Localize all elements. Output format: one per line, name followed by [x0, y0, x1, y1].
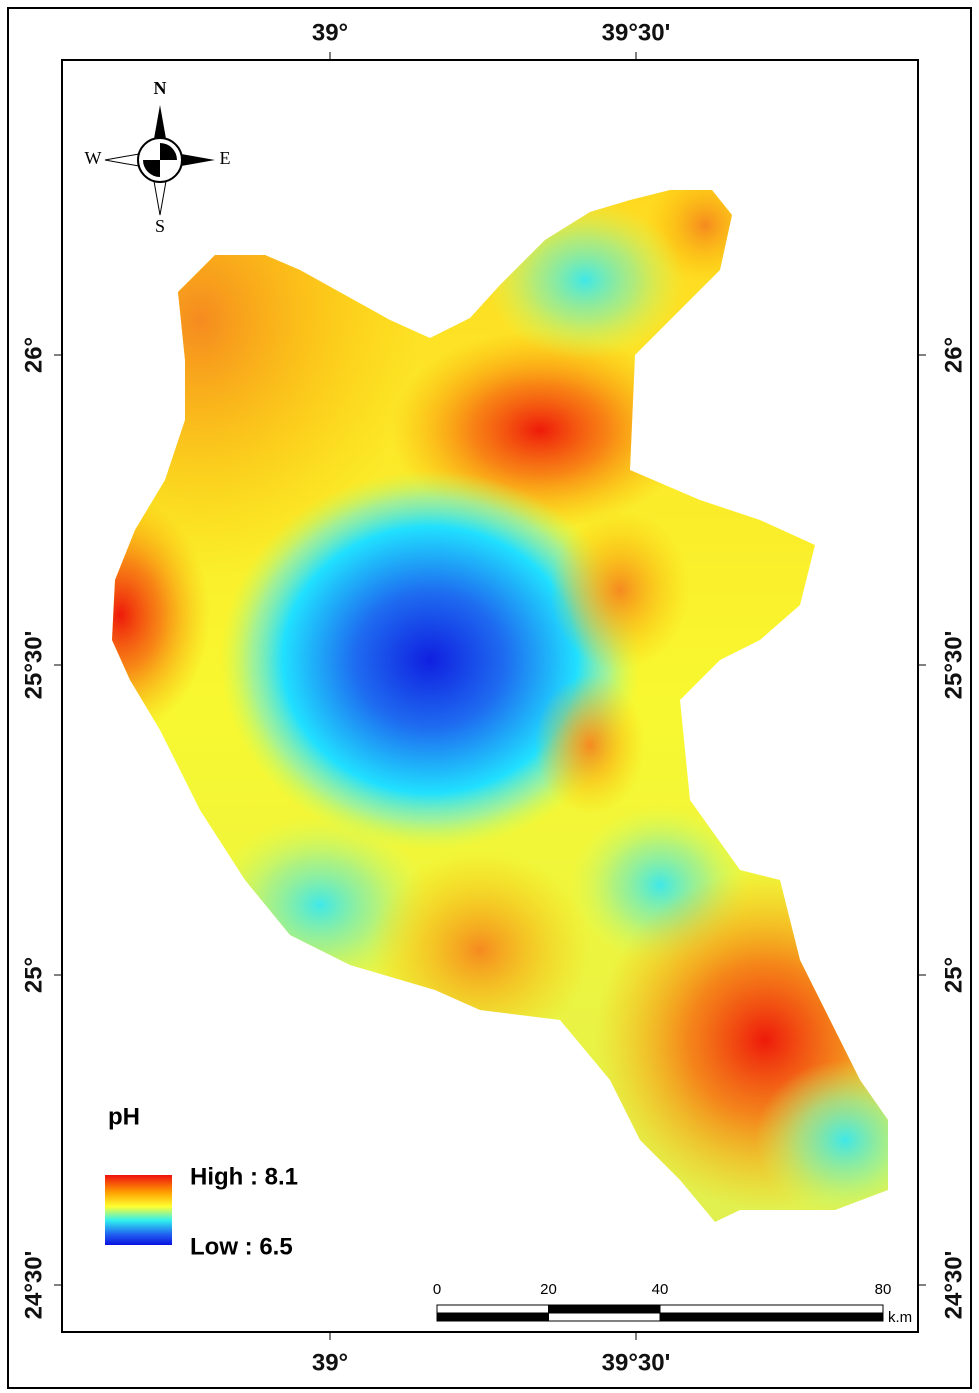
scale-label: 20	[540, 1281, 557, 1298]
lon-label-top: 39°	[312, 19, 348, 46]
compass-e: E	[220, 148, 231, 168]
scale-unit: k.m	[888, 1309, 912, 1326]
lon-label-top: 39°30'	[602, 19, 671, 46]
scale-label: 40	[652, 1281, 669, 1298]
lon-label-bottom: 39°	[312, 1349, 348, 1376]
lat-label-left: 25°	[20, 957, 47, 993]
lat-label-left: 25°30'	[20, 631, 47, 700]
scale-segment	[659, 1312, 884, 1322]
scale-segment	[436, 1312, 549, 1322]
compass-s: S	[155, 216, 165, 236]
lat-label-right: 25°30'	[940, 631, 967, 700]
scale-segment	[659, 1304, 884, 1314]
scale-label: 0	[433, 1281, 441, 1298]
legend-low: Low : 6.5	[190, 1233, 293, 1260]
lat-label-left: 26°	[20, 337, 47, 373]
scale-segment	[548, 1304, 661, 1314]
lat-label-right: 26°	[940, 337, 967, 373]
lat-label-left: 24°30'	[20, 1251, 47, 1320]
legend-ramp	[105, 1175, 172, 1245]
lat-label-right: 25°	[940, 957, 967, 993]
scale-label: 80	[875, 1281, 892, 1298]
compass-n: N	[154, 78, 167, 98]
outer-border	[7, 7, 972, 1389]
compass-w: W	[85, 148, 102, 168]
lat-label-right: 24°30'	[940, 1251, 967, 1320]
legend-high: High : 8.1	[190, 1163, 298, 1190]
compass-rose: N S E W	[85, 78, 231, 236]
scale-segment	[436, 1304, 549, 1314]
legend-title: pH	[108, 1103, 140, 1130]
scale-segment	[548, 1312, 661, 1322]
lon-label-bottom: 39°30'	[602, 1349, 671, 1376]
